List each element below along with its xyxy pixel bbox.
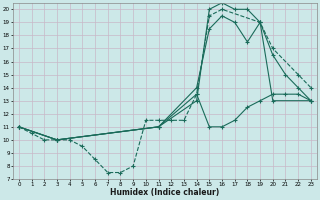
X-axis label: Humidex (Indice chaleur): Humidex (Indice chaleur)	[110, 188, 220, 197]
